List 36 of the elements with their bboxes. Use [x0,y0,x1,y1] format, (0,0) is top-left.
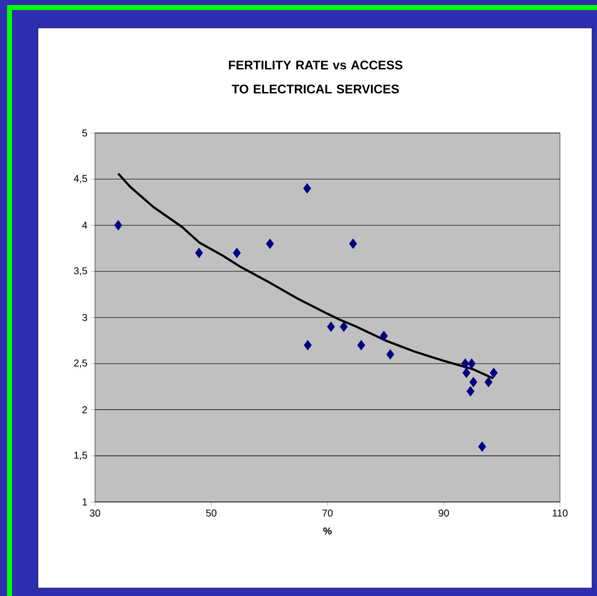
point [340,322,348,332]
y-tick-label: 3,5 [74,267,88,276]
point [478,441,486,452]
point [357,340,366,350]
x-tick-label: 30 [90,510,100,517]
x-tick-label: 110 [552,510,568,517]
point [266,238,274,249]
y-tick-label: 1 [82,498,87,506]
point [386,349,394,360]
point [304,340,312,350]
point [303,183,312,194]
point [327,322,335,332]
point [490,368,498,378]
y-tick-label: 3 [82,314,88,322]
point [469,376,478,388]
point [232,248,241,258]
y-tick-label: 1,5 [74,452,88,460]
chart-title: FERTILITY RATE vs ACCESS TO ELECTRICAL SERVICES [228,60,402,94]
y-tick-label: 4,5 [74,175,88,184]
x-axis-title: % [323,527,332,534]
x-tick-label: 50 [206,510,216,517]
point [468,358,476,369]
point [484,376,492,388]
point [380,330,388,342]
point [462,368,470,378]
x-tick-label: 90 [438,510,449,517]
point [349,238,358,249]
point [195,248,203,258]
y-tick-label: 2 [82,406,87,414]
y-tick-label: 4 [82,222,88,229]
y-tick-label: 2,5 [74,359,88,368]
x-tick-label: 70 [322,510,333,517]
point [114,220,122,230]
point [466,386,474,396]
point [461,358,470,369]
y-tick-label: 5 [82,130,88,136]
